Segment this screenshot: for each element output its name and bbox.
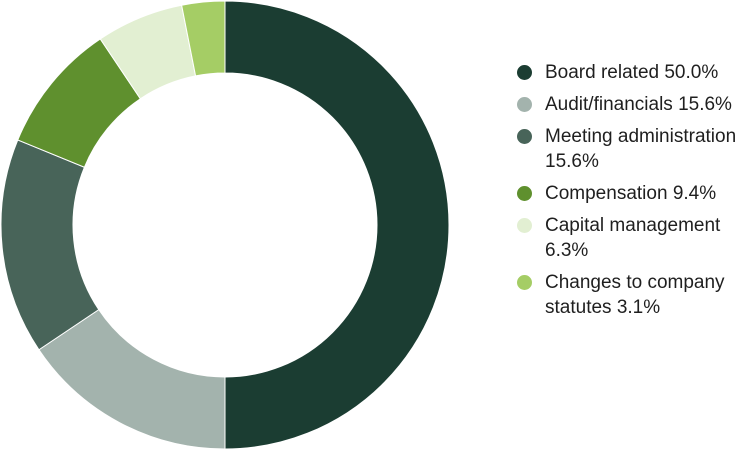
donut-slice-changes-to-company-statutes (181, 0, 226, 77)
legend-item-compensation: Compensation 9.4% (515, 181, 747, 206)
legend-value-compensation: 9.4% (672, 183, 717, 204)
donut-slice-meeting-administration (0, 139, 100, 351)
legend-value-board-related: 50.0% (664, 62, 719, 83)
legend-label-meeting-administration: Meeting administration (545, 126, 737, 147)
chart-legend: Board related 50.0% Audit/financials 15.… (515, 60, 747, 327)
legend-swatch-audit-financials (517, 97, 532, 112)
legend-item-audit-financials: Audit/financials 15.6% (515, 92, 747, 117)
donut-plot (0, 0, 450, 450)
legend-value-meeting-administration: 15.6% (545, 151, 599, 172)
legend-swatch-changes-to-company-statutes (517, 275, 532, 290)
legend-swatch-capital-management (517, 218, 532, 233)
legend-item-meeting-administration: Meeting administration 15.6% (515, 124, 747, 174)
legend-value-audit-financials: 15.6% (678, 94, 732, 115)
legend-value-capital-management: 6.3% (545, 240, 589, 261)
legend-swatch-meeting-administration (517, 129, 532, 144)
legend-swatch-board-related (517, 65, 532, 80)
legend-label-audit-financials: Audit/financials (545, 94, 673, 115)
legend-label-compensation: Compensation (545, 183, 668, 204)
legend-label-changes-to-company-statutes: Changes to company statutes (545, 272, 725, 318)
legend-label-board-related: Board related (545, 62, 660, 83)
legend-item-board-related: Board related 50.0% (515, 60, 747, 85)
legend-item-changes-to-company-statutes: Changes to company statutes 3.1% (515, 270, 747, 320)
legend-label-capital-management: Capital management (545, 215, 721, 236)
donut-slice-board-related (224, 0, 450, 450)
legend-swatch-compensation (517, 186, 532, 201)
legend-item-capital-management: Capital management 6.3% (515, 213, 747, 263)
legend-value-changes-to-company-statutes: 3.1% (616, 297, 661, 318)
